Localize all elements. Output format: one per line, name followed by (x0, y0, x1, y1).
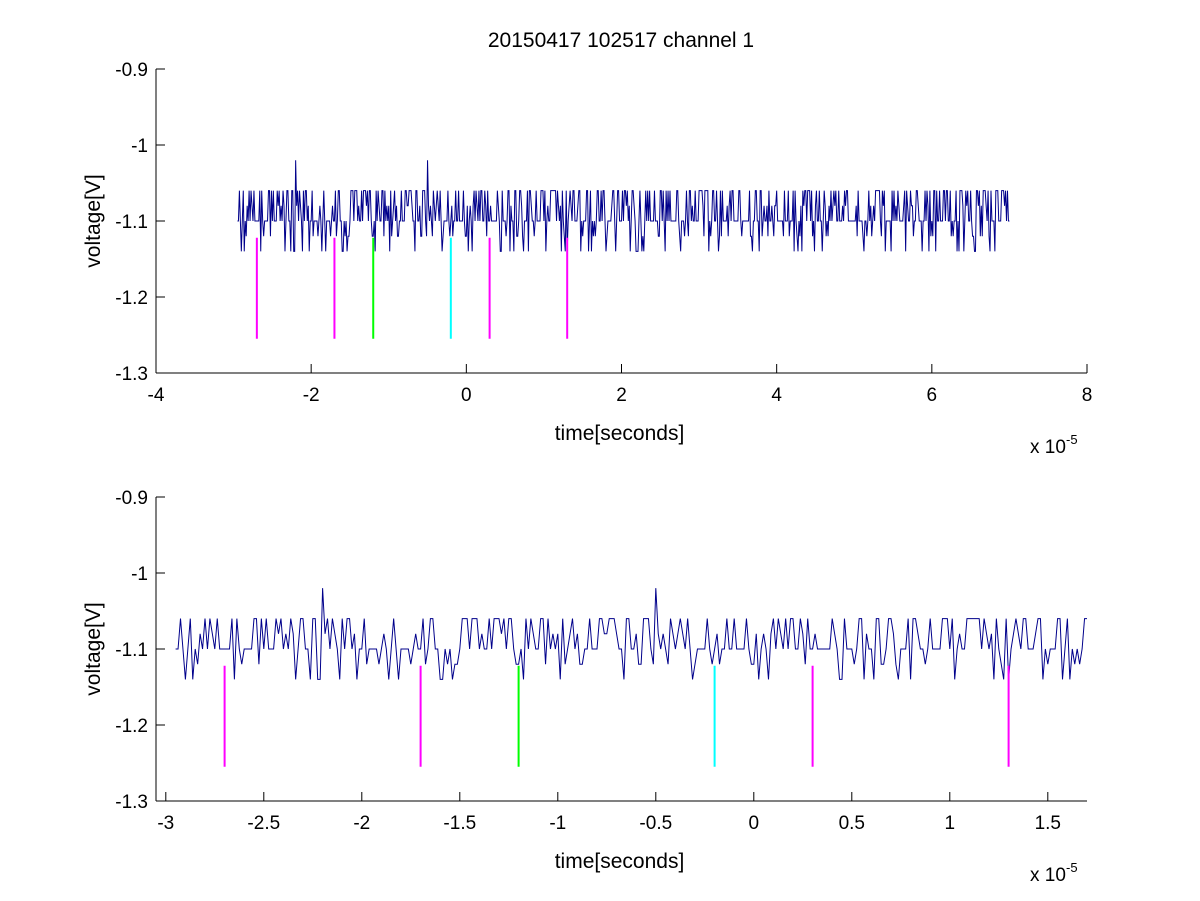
x-axis-label: time[seconds] (555, 422, 685, 445)
x-multiplier-exponent: -5 (1066, 860, 1078, 875)
y-tick-label: -0.9 (115, 488, 148, 509)
signal-trace (237, 160, 1010, 252)
x-multiplier: x 10 (1030, 437, 1066, 458)
x-tick-label: -2.5 (247, 813, 280, 834)
x-tick-label: -4 (148, 385, 165, 406)
x-tick-label: 0 (749, 813, 760, 834)
y-tick-label: -1.3 (115, 364, 148, 385)
y-tick-label: -1 (131, 564, 148, 585)
x-tick-label: 2 (616, 385, 627, 406)
x-multiplier: x 10 (1030, 865, 1066, 886)
y-axis-label: voltage[V] (82, 174, 105, 267)
x-tick-label: -1.5 (443, 813, 476, 834)
figure-title: 20150417 102517 channel 1 (488, 29, 754, 52)
y-tick-label: -1.1 (115, 212, 148, 233)
y-tick-label: -1.3 (115, 792, 148, 813)
x-tick-label: 6 (927, 385, 938, 406)
y-tick-label: -1.1 (115, 640, 148, 661)
y-tick-label: -1.2 (115, 716, 148, 737)
y-tick-label: -1.2 (115, 288, 148, 309)
x-tick-label: -3 (157, 813, 174, 834)
x-tick-label: -1 (549, 813, 566, 834)
x-tick-label: -0.5 (639, 813, 672, 834)
x-tick-label: 1.5 (1035, 813, 1061, 834)
y-axis-label: voltage[V] (82, 602, 105, 695)
x-tick-label: -2 (303, 385, 320, 406)
top-axes: -4 -2 0 2 4 6 8 -0.9 -1 -1.1 -1.2 -1.3 time[seconds]… (82, 60, 1092, 458)
x-tick-label: 8 (1082, 385, 1093, 406)
x-tick-label: 4 (771, 385, 782, 406)
x-tick-label: 0.5 (839, 813, 865, 834)
y-tick-label: -0.9 (115, 60, 148, 81)
signal-trace (175, 588, 1087, 680)
x-axis-label: time[seconds] (555, 850, 685, 873)
y-tick-label: -1 (131, 136, 148, 157)
x-tick-label: 0 (461, 385, 472, 406)
x-multiplier-exponent: -5 (1066, 432, 1078, 447)
x-tick-label: 1 (945, 813, 956, 834)
x-tick-label: -2 (353, 813, 370, 834)
bottom-axes: -3 -2.5 -2 -1.5 -1 -0.5 0 0.5 1 1.5 -0.9 -1 -1.1 -1.2… (82, 488, 1087, 886)
